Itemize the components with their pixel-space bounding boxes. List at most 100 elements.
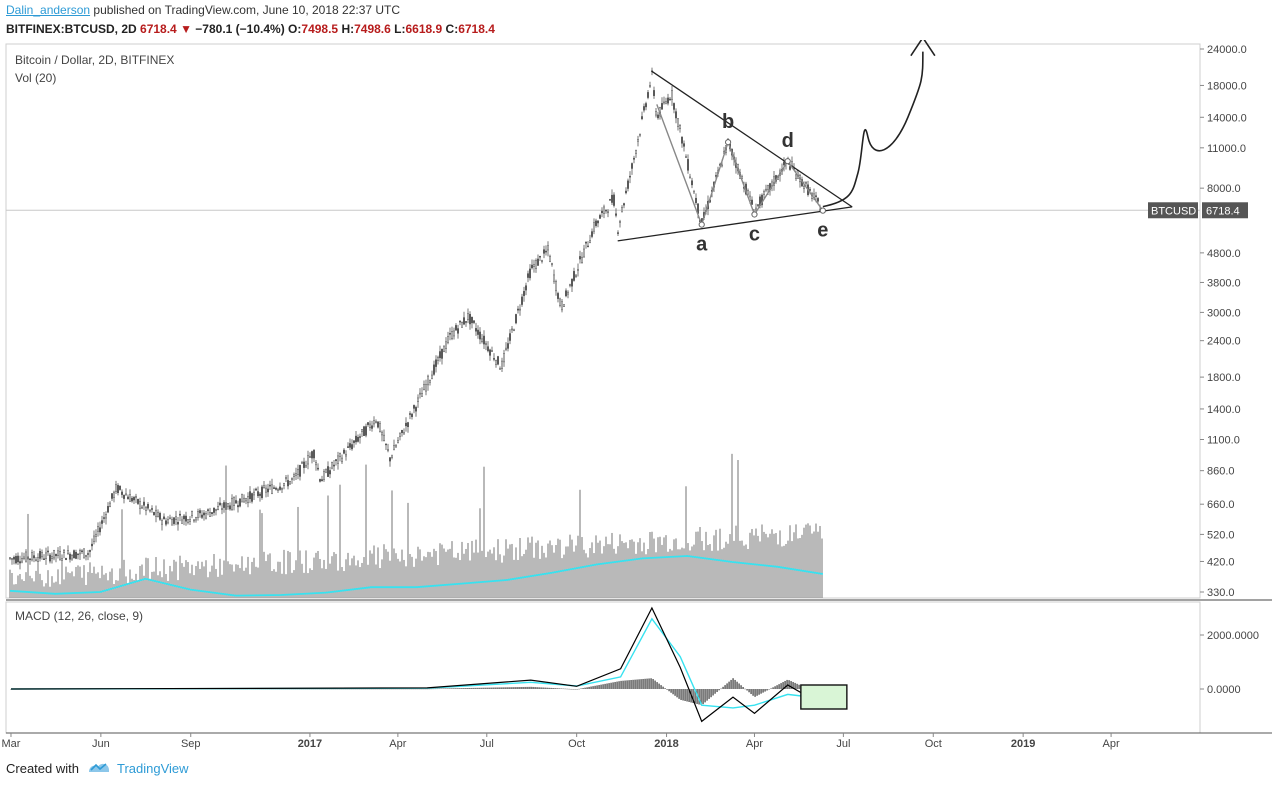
volume-bar (273, 569, 275, 598)
macd-hist-bar (408, 688, 410, 690)
macd-hist-bar (542, 687, 544, 689)
volume-bar (611, 532, 613, 598)
volume-bar (283, 549, 285, 598)
high-label: H: (341, 22, 355, 36)
macd-pane-title: MACD (12, 26, close, 9) (15, 609, 144, 623)
macd-hist-bar (504, 687, 506, 689)
volume-bar (691, 546, 693, 598)
candle-body (477, 329, 479, 335)
macd-hist-bar (382, 688, 384, 690)
candle-body (41, 552, 43, 558)
candle-body (339, 453, 341, 457)
macd-hist-bar (544, 687, 546, 689)
macd-hist-bar (676, 689, 678, 698)
candle-body (173, 517, 175, 524)
macd-hist-bar (506, 687, 508, 689)
upper-trendline (651, 70, 853, 208)
volume-ma-line (9, 555, 824, 597)
candle-body (747, 190, 749, 195)
volume-bar (363, 557, 365, 598)
volume-bar (355, 565, 357, 598)
macd-hist-bar (454, 688, 456, 689)
main-pane-title: Bitcoin / Dollar, 2D, BITFINEX (15, 53, 175, 67)
candle-body (67, 550, 69, 555)
candle-body (663, 101, 665, 104)
candle-body (183, 515, 185, 520)
volume-bar (59, 584, 61, 598)
volume-bar (217, 576, 219, 598)
volume-bar (11, 573, 13, 598)
chart-canvas[interactable]: 24000.0 18000.0 14000.0 11000.0 8000.0 4800.0… (0, 40, 1272, 752)
volume-bar (179, 555, 181, 598)
ohlc-line: BITFINEX:BTCUSD, 2D 6718.4 ▼ −780.1 (−10… (6, 22, 495, 36)
candle-body (227, 503, 229, 508)
volume-bar (257, 567, 259, 598)
macd-hist-bar (456, 688, 458, 689)
candle-body (393, 445, 395, 451)
volume-bar (657, 537, 659, 598)
volume-bar (237, 564, 239, 598)
candle-body (293, 474, 295, 477)
volume-bar (495, 560, 497, 598)
macd-hist-bar (522, 686, 524, 689)
candle-body (403, 432, 405, 435)
candle-body (277, 489, 279, 491)
macd-hist-bar (524, 686, 526, 689)
candle-body (413, 405, 415, 409)
candle-body (573, 271, 575, 281)
volume-bar (541, 545, 543, 598)
volume-bar (193, 575, 195, 598)
time-tick-label: Jun (92, 738, 110, 750)
volume-bar (195, 566, 197, 598)
volume-bar (779, 530, 781, 598)
volume-bar (435, 551, 437, 598)
candle-body (109, 502, 111, 508)
candle-body (397, 439, 399, 443)
candle-body (97, 526, 99, 532)
candle-body (631, 163, 633, 169)
candle-body (607, 211, 609, 214)
volume-bar (297, 506, 299, 598)
candle-body (289, 481, 291, 485)
volume-bar (299, 550, 301, 598)
author-link[interactable]: Dalin_anderson (6, 3, 91, 17)
candle-body (665, 101, 667, 104)
macd-hist-bar (766, 689, 768, 691)
macd-hist-bar (696, 689, 698, 705)
candle-body (263, 485, 265, 488)
macd-hist-bar (508, 687, 510, 689)
candle-body (597, 220, 599, 224)
volume-bar (393, 548, 395, 598)
macd-hist-bar (688, 689, 690, 702)
volume-bar (87, 572, 89, 598)
candle-body (213, 507, 215, 513)
candle-body (107, 506, 109, 513)
macd-hist-bar (568, 688, 570, 690)
macd-hist-bar (764, 689, 766, 692)
tradingview-link[interactable]: TradingView (116, 761, 189, 776)
candle-body (559, 298, 561, 306)
volume-bar (265, 561, 267, 598)
volume-bar (665, 535, 667, 598)
volume-bar (569, 534, 571, 598)
volume-bar (325, 568, 327, 598)
candle-body (685, 156, 687, 158)
volume-bar (723, 547, 725, 598)
volume-bar (267, 554, 269, 598)
wave-label: c (749, 223, 760, 245)
candle-body (401, 429, 403, 433)
macd-hist-bar (364, 688, 366, 690)
candle-body (359, 436, 361, 438)
candle-body (241, 493, 243, 503)
volume-bar (601, 553, 603, 598)
candle-body (767, 185, 769, 190)
candle-body (65, 558, 67, 561)
candle-body (253, 491, 255, 496)
candle-body (533, 264, 535, 267)
macd-hist-bar (756, 689, 758, 696)
price-tick-label: 420.0 (1207, 556, 1235, 568)
volume-bar (813, 531, 815, 598)
macd-hist-bar (590, 686, 592, 689)
volume-bar (507, 548, 509, 598)
macd-hist-bar (370, 688, 372, 690)
